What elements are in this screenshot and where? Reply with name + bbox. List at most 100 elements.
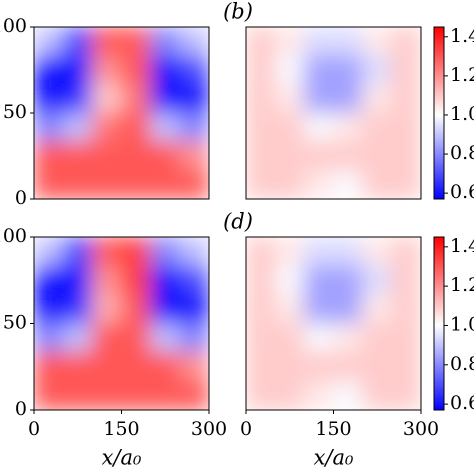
colorbar-tick-label: 1.0: [450, 313, 474, 335]
colorbar-tick-label: 0.6: [450, 181, 474, 203]
cell: [333, 27, 364, 57]
cell: [303, 141, 334, 171]
cell: [246, 380, 276, 410]
cell: [150, 237, 181, 267]
cell: [62, 265, 93, 296]
cell: [62, 323, 93, 353]
colorbar: [433, 26, 445, 200]
cell: [391, 237, 421, 267]
colorbar-tick-label: 1.0: [450, 103, 474, 125]
heatmap: [246, 237, 421, 410]
cell: [179, 141, 209, 171]
cell: [121, 237, 152, 267]
cell: [121, 112, 152, 143]
cell: [121, 380, 152, 410]
cell: [91, 380, 122, 410]
cell: [91, 169, 122, 199]
cell: [34, 112, 64, 143]
cell: [121, 27, 152, 57]
cell: [62, 169, 93, 199]
x-tick-label: 150: [315, 418, 351, 440]
cell: [121, 351, 152, 382]
cell: [179, 294, 209, 324]
cell: [150, 380, 181, 410]
heatmap: [246, 27, 421, 199]
cell: [34, 237, 64, 267]
cell: [34, 27, 64, 57]
cell: [303, 294, 334, 324]
x-tick-label: 300: [191, 418, 227, 440]
cell: [303, 55, 334, 85]
cell: [246, 351, 276, 382]
cell: [246, 294, 276, 324]
cell: [62, 83, 93, 114]
cell: [62, 380, 93, 410]
heatmap: [34, 237, 209, 410]
cell: [179, 323, 209, 353]
cell: [91, 351, 122, 382]
cell: [246, 83, 276, 114]
cell: [121, 83, 152, 114]
cell: [303, 265, 334, 296]
panel-label: (d): [223, 210, 253, 234]
cell: [303, 169, 334, 199]
cell: [391, 27, 421, 57]
cell: [246, 169, 276, 199]
heatmap-cells: [34, 27, 209, 199]
x-tick-label: 0: [240, 418, 252, 440]
cell: [179, 55, 209, 85]
cell: [274, 141, 305, 171]
cell: [391, 265, 421, 296]
cell: [303, 83, 334, 114]
x-axis-label: x/a₀: [314, 446, 354, 470]
cell: [91, 265, 122, 296]
cell: [34, 323, 64, 353]
cell: [303, 380, 334, 410]
cell: [121, 265, 152, 296]
cell: [179, 237, 209, 267]
colorbar-tick-label: 0.6: [450, 392, 474, 414]
cell: [333, 55, 364, 85]
cell: [150, 112, 181, 143]
cell: [62, 55, 93, 85]
cell: [91, 141, 122, 171]
cell: [274, 294, 305, 324]
cell: [333, 237, 364, 267]
cell: [333, 380, 364, 410]
cell: [121, 55, 152, 85]
cell: [391, 169, 421, 199]
cell: [62, 294, 93, 324]
cell: [362, 55, 393, 85]
cell: [34, 351, 64, 382]
panel: 0 50 100: [0, 15, 210, 209]
cell: [391, 323, 421, 353]
panel-label: (b): [223, 0, 253, 24]
cell: [362, 27, 393, 57]
cell: [91, 55, 122, 85]
cell: [150, 27, 181, 57]
cell: [362, 265, 393, 296]
colorbar-tick-label: 0.8: [450, 353, 474, 375]
cell: [91, 83, 122, 114]
cell: [150, 265, 181, 296]
cell: [121, 294, 152, 324]
cell: [34, 55, 64, 85]
cell: [303, 27, 334, 57]
heatmap-cells: [246, 27, 421, 199]
colorbar-tick-label: 1.2: [450, 64, 474, 86]
cell: [91, 294, 122, 324]
cell: [91, 323, 122, 353]
cell: [274, 27, 305, 57]
cell: [274, 83, 305, 114]
cell: [333, 351, 364, 382]
cell: [121, 323, 152, 353]
cell: [246, 27, 276, 57]
colorbar-tick-label: 0.8: [450, 142, 474, 164]
cell: [121, 169, 152, 199]
cell: [391, 294, 421, 324]
y-tick-label: 50: [3, 312, 27, 334]
cell: [362, 83, 393, 114]
panel: 0 150 300 x/a₀ (d) 0.6 0.8 1.0 1.2 1.4: [223, 210, 474, 470]
cell: [91, 112, 122, 143]
